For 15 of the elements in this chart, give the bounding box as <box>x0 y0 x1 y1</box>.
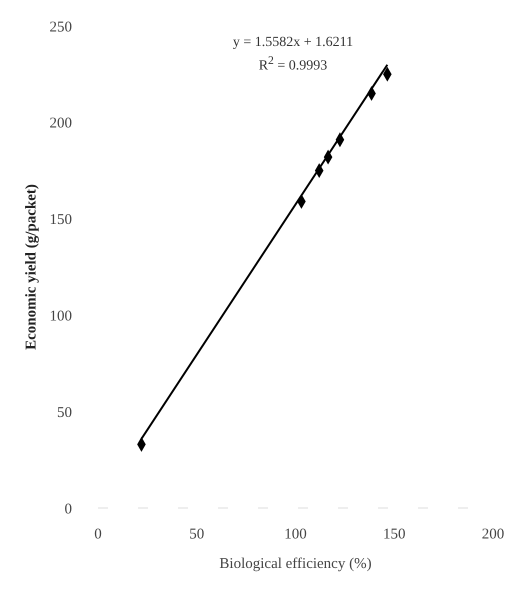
x-tick-label: 0 <box>94 526 102 543</box>
x-tick-label: 200 <box>482 526 504 543</box>
x-axis-title: Biological efficiency (%) <box>219 556 372 572</box>
annotation: R$^{2}$ = 0.9993 <box>258 53 328 76</box>
y-tick-label: 100 <box>50 308 72 325</box>
y-tick-label: 250 <box>50 19 72 36</box>
x-tick-label: 150 <box>383 526 406 543</box>
y-tick-label: 50 <box>57 404 72 421</box>
x-tick-label: 50 <box>189 526 204 543</box>
x-tick-label: 100 <box>284 526 307 543</box>
y-tick-label: 0 <box>64 501 72 518</box>
y-axis-title: Economic yield (g/packet) <box>23 184 40 350</box>
y-tick-label: 150 <box>50 212 72 228</box>
annotation: y = 1.5582x + 1.6211 <box>232 34 354 52</box>
y-tick-label: 200 <box>50 116 72 132</box>
